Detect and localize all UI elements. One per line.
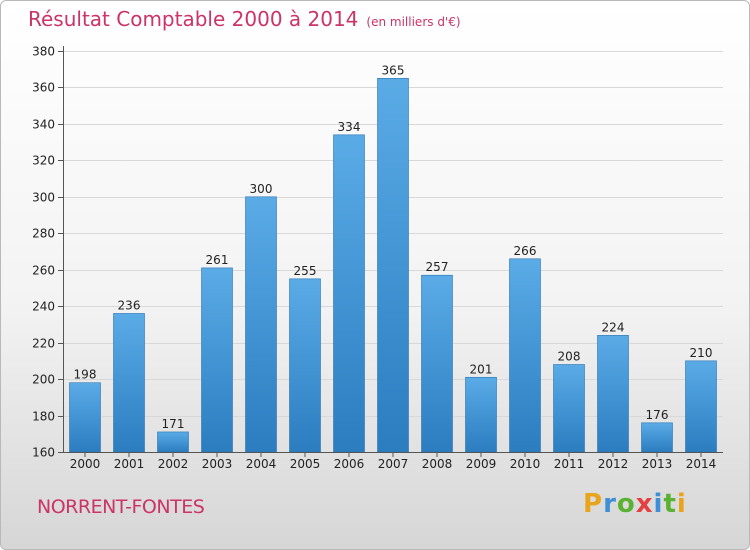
y-tick-label: 240 — [32, 300, 55, 314]
bar-2013 — [641, 422, 673, 453]
y-tick-label: 180 — [32, 410, 55, 424]
logo-letter: P — [583, 489, 604, 519]
x-tick-label-2012: 2012 — [598, 457, 629, 471]
logo-letter: i — [676, 489, 687, 519]
x-tick-label-2014: 2014 — [686, 457, 717, 471]
y-tick-label: 200 — [32, 373, 55, 387]
town-name: NORRENT-FONTES — [37, 496, 205, 518]
bar-2008 — [421, 274, 453, 453]
bar-2010 — [509, 258, 541, 453]
x-tick-label-2003: 2003 — [202, 457, 233, 471]
y-tick-label: 280 — [32, 227, 55, 241]
bar-2012 — [597, 335, 629, 453]
value-label-2013: 176 — [646, 408, 669, 422]
bars-group: 198 236 171 261 300 255 334 365 257 201 266 208 224 1… — [69, 63, 717, 453]
bar-2011 — [553, 364, 585, 453]
bar-2006 — [333, 134, 365, 453]
logo-letter: o — [616, 489, 636, 519]
bar-2014 — [685, 360, 717, 453]
bar-2002 — [157, 431, 189, 453]
logo-letter: i — [653, 489, 664, 519]
y-tick-label: 220 — [32, 337, 55, 351]
x-tick-label-2005: 2005 — [290, 457, 321, 471]
value-label-2002: 171 — [162, 417, 185, 431]
bar-2009 — [465, 376, 497, 453]
y-tick-label: 300 — [32, 191, 55, 205]
logo-letter: r — [603, 489, 617, 519]
x-tick-label-2008: 2008 — [422, 457, 453, 471]
y-tick-label: 320 — [32, 154, 55, 168]
bar-2000 — [69, 382, 101, 453]
x-tick-label-2011: 2011 — [554, 457, 585, 471]
x-tick-label-2009: 2009 — [466, 457, 497, 471]
proxiti-logo: Proxiti — [583, 489, 687, 519]
bar-2001 — [113, 313, 145, 453]
value-label-2012: 224 — [602, 320, 625, 334]
x-tick-label-2002: 2002 — [158, 457, 189, 471]
bar-2003 — [201, 267, 233, 453]
y-tick-label: 360 — [32, 81, 55, 95]
bar-2007 — [377, 78, 409, 453]
value-label-2009: 201 — [470, 362, 493, 376]
value-label-2004: 300 — [250, 182, 273, 196]
value-label-2014: 210 — [690, 346, 713, 360]
x-tick-label-2006: 2006 — [334, 457, 365, 471]
y-tick-label: 380 — [32, 45, 55, 59]
x-tick-label-2000: 2000 — [70, 457, 101, 471]
value-label-2000: 198 — [74, 368, 97, 382]
axes: 160 180 200 220 240 260 280 300 320 340 360 380 2000… — [32, 45, 723, 471]
value-label-2003: 261 — [206, 253, 229, 267]
value-label-2010: 266 — [514, 244, 537, 258]
chart-title: Résultat Comptable 2000 à 2014 (en millie… — [28, 7, 461, 31]
y-tick-label: 160 — [32, 446, 55, 460]
x-tick-label-2001: 2001 — [114, 457, 145, 471]
x-tick-label-2007: 2007 — [378, 457, 409, 471]
bar-2005 — [289, 278, 321, 453]
logo-letter: x — [635, 489, 654, 519]
value-label-2011: 208 — [558, 350, 581, 364]
x-tick-label-2004: 2004 — [246, 457, 277, 471]
bar-2004 — [245, 196, 277, 453]
chart-subtitle: (en milliers d'€) — [366, 15, 461, 29]
value-label-2001: 236 — [118, 298, 141, 312]
y-tick-label: 340 — [32, 118, 55, 132]
value-label-2007: 365 — [382, 63, 405, 77]
value-label-2006: 334 — [338, 120, 361, 134]
x-tick-label-2010: 2010 — [510, 457, 541, 471]
value-label-2008: 257 — [426, 260, 449, 274]
x-tick-label-2013: 2013 — [642, 457, 673, 471]
logo-letter: t — [663, 489, 677, 519]
y-tick-label: 260 — [32, 264, 55, 278]
value-label-2005: 255 — [294, 264, 317, 278]
chart-title-text: Résultat Comptable 2000 à 2014 — [28, 7, 359, 31]
